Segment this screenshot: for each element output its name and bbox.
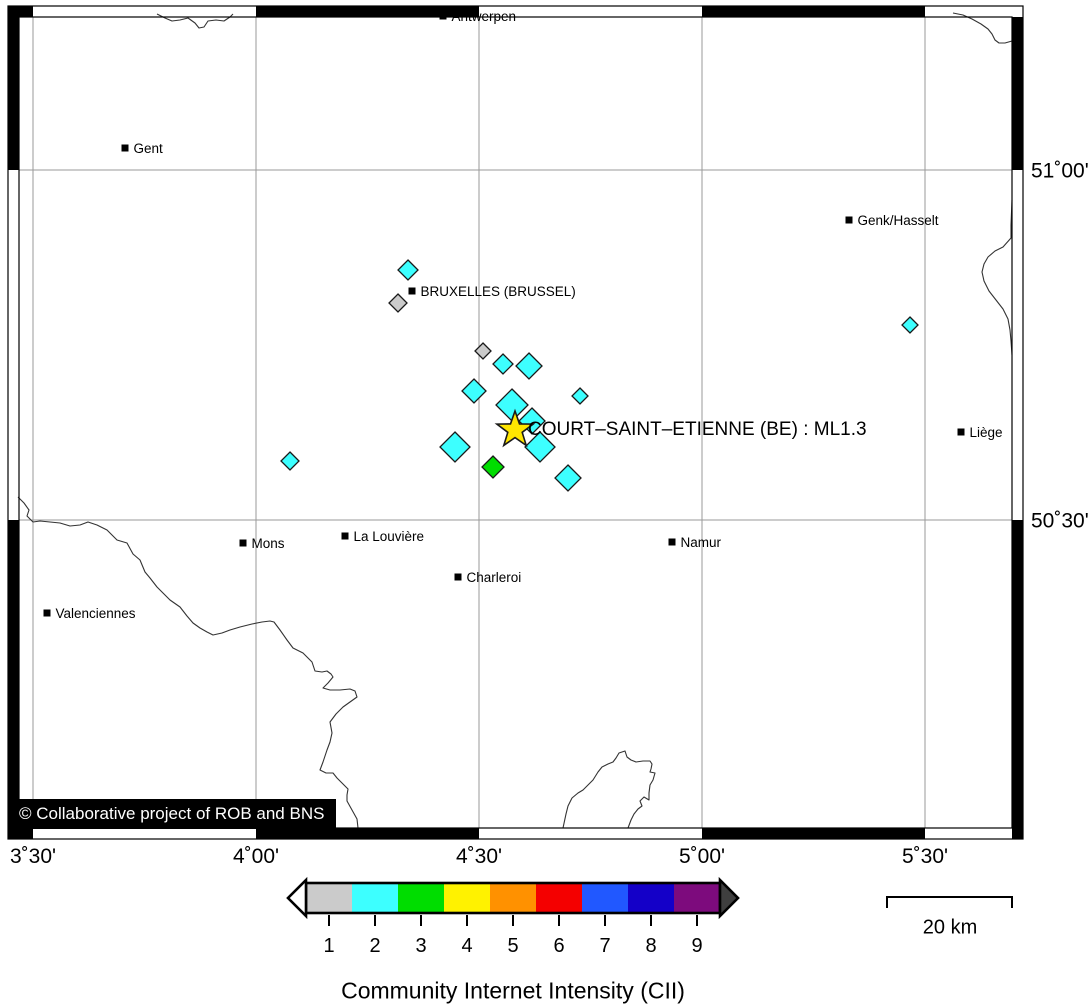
city-marker [668, 538, 676, 546]
border-border-france [17, 496, 359, 829]
latitude-tick-label: 50˚30' [1031, 510, 1088, 533]
city-label: Gent [134, 141, 164, 156]
legend-value-label: 8 [645, 935, 656, 957]
observation-diamond [474, 342, 492, 360]
city-label: La Louvière [354, 529, 425, 544]
frame-band-right [1012, 520, 1023, 839]
legend-color-cell [674, 883, 720, 913]
legend-left-arrow [286, 876, 308, 920]
epicenter-label: COURT–SAINT–ETIENNE (BE) : ML1.3 [528, 419, 867, 440]
city-label: Namur [681, 535, 722, 550]
observation-diamond [901, 316, 919, 334]
legend-value-label: 2 [369, 935, 380, 957]
observation-diamond [524, 431, 556, 463]
city-marker [341, 532, 349, 540]
copyright-note: © Collaborative project of ROB and BNS [9, 799, 337, 829]
observation-diamond [492, 353, 514, 375]
scale-bar-label: 20 km [922, 916, 978, 939]
frame-band-top [8, 6, 33, 17]
longitude-tick-label: 4˚30' [456, 845, 502, 868]
border-border-givet-salient [562, 750, 656, 829]
city-label: Valenciennes [56, 606, 136, 621]
observation-diamond [397, 259, 419, 281]
observation-diamond [280, 451, 300, 471]
frame-band-bottom [702, 828, 925, 839]
longitude-tick-label: 3˚30' [10, 845, 56, 868]
city-marker [957, 428, 965, 436]
frame-outer [7, 5, 1024, 840]
city-label: BRUXELLES (BRUSSEL) [421, 284, 576, 299]
city-label: Charleroi [467, 570, 522, 585]
frame-band-left [8, 520, 19, 839]
latitude-tick-label: 51˚00' [1031, 160, 1088, 183]
border-border-meuse-east [981, 199, 1013, 356]
observation-diamond [461, 378, 487, 404]
epicenter-star [494, 408, 536, 448]
city-marker [408, 287, 416, 295]
legend-color-cell [490, 883, 536, 913]
frame-band-bottom [8, 828, 33, 839]
frame-band-bottom [256, 828, 479, 839]
legend-value-label: 3 [415, 935, 426, 957]
observation-diamond [515, 352, 543, 380]
city-marker [43, 609, 51, 617]
longitude-tick-label: 5˚00' [679, 845, 725, 868]
legend-value-label: 9 [691, 935, 702, 957]
observation-diamond [481, 455, 505, 479]
city-marker [239, 539, 247, 547]
legend-color-cell [536, 883, 582, 913]
city-label: Liège [970, 425, 1003, 440]
legend-value-label: 5 [507, 935, 518, 957]
city-marker [439, 12, 447, 20]
legend-color-cell [582, 883, 628, 913]
city-marker [454, 573, 462, 581]
legend-color-cell [628, 883, 674, 913]
legend-color-cell [398, 883, 444, 913]
longitude-tick-label: 4˚00' [233, 845, 279, 868]
legend-value-label: 6 [553, 935, 564, 957]
frame-band-top [702, 6, 925, 17]
city-label: Antwerpen [452, 9, 517, 24]
legend-value-label: 7 [599, 935, 610, 957]
frame-inner [18, 16, 1013, 829]
longitude-tick-label: 5˚30' [902, 845, 948, 868]
legend-value-label: 4 [461, 935, 472, 957]
legend-color-cell [352, 883, 398, 913]
city-marker [121, 144, 129, 152]
legend-right-arrow [718, 876, 740, 920]
frame-band-right [1012, 17, 1023, 170]
observation-diamond [439, 431, 471, 463]
legend-color-cell [444, 883, 490, 913]
observation-diamond [388, 293, 408, 313]
legend-value-label: 1 [323, 935, 334, 957]
scale-bar-bracket [886, 896, 1013, 908]
frame-band-left [8, 6, 19, 170]
map-title: Community Internet Intensity (CII) [341, 977, 685, 1004]
legend-color-cell [306, 883, 352, 913]
observation-diamond [571, 387, 589, 405]
observation-diamond [554, 464, 582, 492]
frame-band-top [256, 6, 479, 17]
city-label: Mons [252, 536, 285, 551]
border-coast-scheldt [156, 13, 234, 29]
city-label: Genk/Hasselt [858, 213, 939, 228]
city-marker [845, 216, 853, 224]
